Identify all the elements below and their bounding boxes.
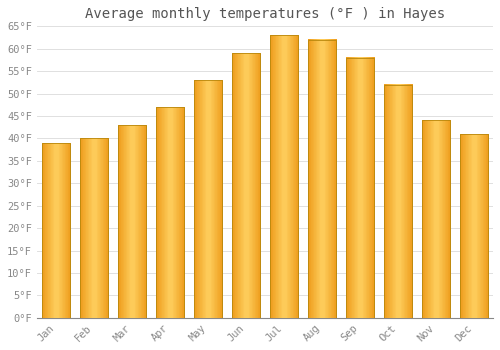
Bar — [422, 120, 450, 318]
Bar — [80, 139, 108, 318]
Bar — [42, 143, 70, 318]
Bar — [308, 40, 336, 318]
Bar — [346, 58, 374, 318]
Bar — [270, 35, 298, 318]
Bar — [118, 125, 146, 318]
Bar — [460, 134, 488, 318]
Bar — [194, 80, 222, 318]
Bar — [232, 53, 260, 318]
Bar — [384, 85, 412, 318]
Title: Average monthly temperatures (°F ) in Hayes: Average monthly temperatures (°F ) in Ha… — [85, 7, 445, 21]
Bar — [156, 107, 184, 318]
